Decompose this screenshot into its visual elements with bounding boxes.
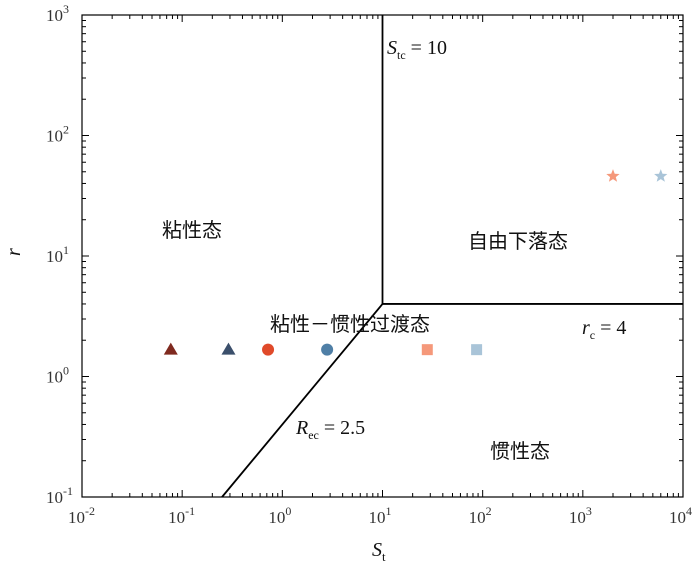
y-axis-label: r [3,248,25,256]
x-tick-label: 102 [469,504,492,527]
square-point [421,344,433,356]
y-tick-label: 103 [46,2,69,25]
y-tick-label: 10-1 [46,484,73,507]
boundary-line [221,303,384,498]
x-tick-label: 101 [369,504,392,527]
x-tick-label: 103 [569,504,592,527]
region-label: 粘性－惯性过渡态 [270,312,430,336]
plot-frame [81,14,684,498]
x-tick-label: 10-1 [168,504,195,527]
boundary-label: rc = 4 [582,317,626,342]
star-point [606,169,620,182]
boundary-label: Rec = 2.5 [295,417,365,442]
y-tick-label: 100 [46,364,69,387]
y-tick-label: 102 [46,123,69,146]
star-point [654,169,668,182]
x-tick-label: 104 [669,504,692,527]
triangle-point [163,342,178,355]
x-axis-label: St [372,539,386,564]
region-label: 自由下落态 [468,229,568,253]
circle-point [321,343,334,356]
square-point [471,344,483,356]
region-label: 粘性态 [162,218,222,242]
boundary-label: Stc = 10 [387,37,447,62]
y-tick-label: 101 [46,243,69,266]
x-tick-label: 10-2 [68,504,95,527]
x-tick-label: 100 [268,504,291,527]
region-label: 惯性态 [490,439,550,463]
circle-point [262,343,275,356]
triangle-point [221,342,236,355]
